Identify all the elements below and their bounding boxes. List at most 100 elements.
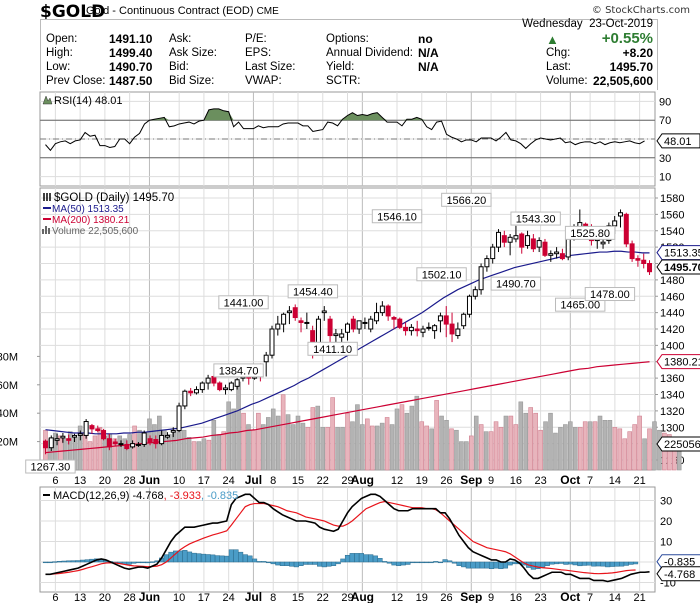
candle-body (321, 310, 327, 314)
price-ytick: 1340 (660, 390, 684, 402)
price-annotation-box (307, 341, 358, 356)
volume-bar (87, 441, 93, 471)
macd-histogram-bar (572, 561, 578, 566)
volume-bar (137, 429, 142, 471)
price-last-tag (656, 259, 700, 275)
macd-histogram-bar (340, 558, 346, 563)
macd-histogram-bar (331, 561, 337, 566)
ask-label: Ask: (169, 33, 192, 45)
candle-body (286, 310, 292, 314)
macd-histogram-bar (47, 561, 53, 564)
x-axis-label: 8 (270, 475, 276, 487)
volume-bar (261, 424, 266, 471)
volume-bar (419, 421, 425, 471)
volume-bar (384, 417, 390, 471)
volume-bar (290, 424, 296, 471)
x-axis-label-bottom: 24 (223, 592, 235, 603)
x-axis-label: 29 (341, 475, 353, 487)
macd-histogram-bar (558, 561, 564, 564)
macd-histogram-bar (437, 561, 443, 564)
candle-body (164, 434, 170, 438)
macd-histogram-bar (419, 561, 425, 564)
x-axis-label: 28 (124, 475, 136, 487)
candle-body (101, 430, 107, 440)
x-axis-label-bottom: 16 (510, 592, 522, 603)
macd-histogram-bar (405, 561, 411, 565)
rsi-ytick: 10 (659, 172, 671, 184)
volume-bar (523, 412, 529, 471)
macd-histogram-bar (451, 561, 457, 564)
macd-histogram-bar (609, 561, 615, 567)
candle-body (188, 390, 194, 394)
volume-bar (305, 427, 311, 471)
volume-bar (251, 429, 256, 471)
macd-histogram-bar (628, 561, 634, 565)
volume-ytick: 40M (0, 408, 18, 420)
options-label: Options: (326, 33, 369, 45)
macd-histogram-bar (335, 561, 341, 565)
candle-body (217, 382, 223, 391)
volume-bar (508, 415, 514, 471)
macd-last-tag (656, 566, 700, 582)
macd-histogram-bar (456, 561, 462, 566)
candle-body (623, 213, 629, 245)
macd-histogram-bar (191, 552, 197, 563)
macd-histogram-bar (219, 555, 225, 563)
macd-histogram-bar (265, 561, 272, 564)
signal-legend-value: , -3.933 (164, 490, 201, 502)
macd-histogram-bar (447, 560, 453, 563)
macd-histogram-bar (498, 561, 504, 570)
x-axis-label: 14 (609, 475, 621, 487)
macd-histogram-bar (186, 551, 193, 563)
volume-bar (231, 408, 236, 471)
volume-bar (191, 441, 197, 471)
rsi-legend: RSI(14) 48.01 (54, 95, 122, 107)
candle-body (147, 438, 153, 443)
last-label: Last: (546, 61, 571, 73)
candle-body (559, 253, 565, 260)
price-annotation: 1490.70 (496, 279, 536, 291)
macd-histogram-bar (410, 561, 416, 564)
macd-histogram-bar (554, 561, 560, 565)
volume-bar (483, 431, 489, 471)
candle-body (548, 253, 554, 256)
macd-histogram-bar (126, 561, 132, 565)
macd-histogram-bar (354, 553, 360, 563)
annual-dividend-value: N/A (418, 46, 439, 60)
candle-body (443, 315, 449, 325)
volume-legend-icon (42, 226, 50, 234)
volume-bar (166, 434, 172, 471)
price-annotation: 1384.70 (219, 365, 259, 377)
vwap-label: VWAP: (245, 75, 282, 87)
candle-body (228, 382, 234, 391)
quote-day: Wednesday (522, 18, 583, 30)
macd-histogram-bar (423, 561, 430, 564)
macd-legend-value: MACD(12,26,9) -4.768 (53, 490, 164, 502)
price-ytick: 1480 (660, 275, 684, 287)
macd-histogram-bar (307, 561, 313, 565)
volume-bar (503, 415, 509, 471)
candle-body (478, 266, 484, 291)
bid-label: Bid: (169, 61, 189, 73)
exchange: CME (256, 6, 279, 17)
volume-value: 22,505,600 (592, 74, 653, 88)
volume-bar (612, 427, 618, 471)
x-axis-label-bottom: 6 (52, 592, 58, 603)
x-axis-label-bottom: 22 (317, 592, 329, 603)
x-axis-label: Aug (351, 473, 374, 487)
candle-body (507, 236, 513, 243)
volume-bar (533, 412, 538, 471)
macd-histogram-bar (224, 555, 230, 563)
rsi-ytick: 70 (659, 115, 671, 127)
macd-histogram-bar (544, 561, 550, 566)
price-annotation: 1478.00 (590, 289, 630, 301)
volume-bar (152, 424, 157, 471)
macd-histogram-bar (70, 560, 76, 563)
volume-bar (285, 414, 291, 471)
volume-bar (459, 441, 464, 471)
price-ma50-tag (656, 245, 700, 261)
candle-body (385, 305, 391, 317)
macd-histogram-bar (298, 561, 304, 566)
rsi-last-tag-label: 48.01 (664, 136, 692, 148)
candle-body (269, 328, 275, 356)
